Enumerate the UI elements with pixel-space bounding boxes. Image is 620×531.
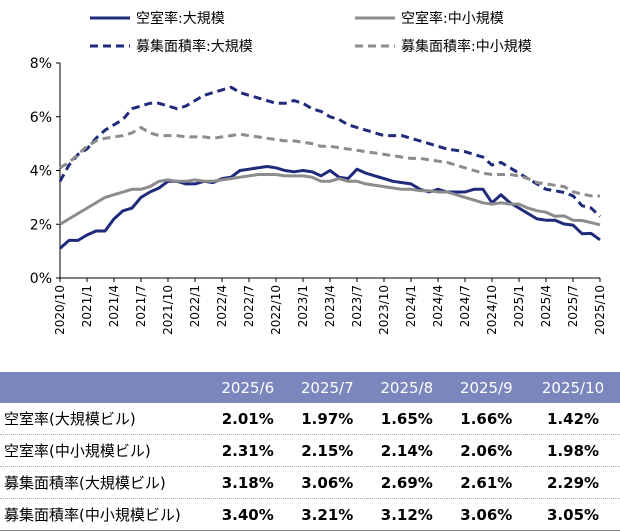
table-cell: 3.40%	[208, 498, 288, 531]
y-tick-label: 0%	[30, 271, 52, 287]
table-row: 空室率(大規模ビル) 2.01% 1.97% 1.65% 1.66% 1.42%	[0, 403, 620, 435]
x-tick-label: 2023/7	[350, 285, 364, 327]
x-tick-label: 2025/10	[593, 285, 607, 335]
x-tick-label: 2021/10	[161, 285, 175, 335]
table-cell: 3.05%	[526, 498, 620, 531]
x-tick-label: 2021/1	[80, 285, 94, 327]
chart-series	[58, 85, 602, 250]
legend-label: 空室率:中小規模	[401, 10, 504, 27]
legend-label: 募集面積率:中小規模	[401, 38, 532, 55]
x-tick-label: 2025/4	[539, 285, 553, 327]
table-header-month: 2025/8	[367, 372, 447, 403]
table-header-month: 2025/10	[526, 372, 620, 403]
row-label: 空室率(大規模ビル)	[0, 403, 208, 435]
x-tick-label: 2023/1	[296, 285, 310, 327]
table-cell: 2.69%	[367, 466, 447, 499]
x-tick-label: 2022/1	[188, 285, 202, 327]
x-tick-label: 2023/10	[377, 285, 391, 335]
table-cell: 1.65%	[367, 403, 447, 435]
table-cell: 3.06%	[446, 498, 527, 531]
row-label: 募集面積率(中小規模ビル)	[0, 498, 208, 531]
y-tick-label: 8%	[30, 56, 52, 72]
table-header-row: 2025/6 2025/7 2025/8 2025/9 2025/10	[0, 372, 620, 403]
series-line	[59, 165, 601, 250]
series-line	[58, 85, 602, 218]
table-cell: 2.61%	[446, 466, 527, 499]
x-tick-label: 2024/1	[404, 285, 418, 327]
series-line	[59, 173, 601, 227]
x-tick-label: 2022/4	[215, 285, 229, 327]
table-cell: 2.14%	[367, 434, 447, 467]
table-cell: 3.06%	[287, 466, 368, 499]
x-tick-label: 2024/7	[458, 285, 472, 327]
y-tick-label: 2%	[30, 217, 52, 233]
table-cell: 3.21%	[287, 498, 368, 531]
x-tick-label: 2023/4	[323, 285, 337, 327]
table-cell: 2.15%	[287, 434, 368, 467]
table-cell: 2.06%	[446, 434, 527, 467]
x-tick-label: 2020/10	[53, 285, 67, 335]
table-cell: 3.12%	[367, 498, 447, 531]
table-cell: 2.29%	[526, 466, 620, 499]
legend-label: 空室率:大規模	[136, 10, 225, 27]
table-row: 空室率(中小規模ビル) 2.31% 2.15% 2.14% 2.06% 1.98…	[0, 434, 620, 467]
y-tick-label: 4%	[30, 164, 52, 180]
row-label: 募集面積率(大規模ビル)	[0, 466, 208, 499]
x-tick-label: 2021/7	[134, 285, 148, 327]
table-cell: 1.98%	[526, 434, 620, 467]
table-cell: 1.42%	[526, 403, 620, 435]
table-cell: 2.01%	[208, 403, 288, 435]
legend-label: 募集面積率:大規模	[136, 38, 253, 55]
table-cell: 1.66%	[446, 403, 527, 435]
x-tick-label: 2025/7	[566, 285, 580, 327]
table-cell: 1.97%	[287, 403, 368, 435]
x-tick-label: 2024/10	[485, 285, 499, 335]
table-header-month: 2025/9	[446, 372, 527, 403]
table-header-month: 2025/7	[287, 372, 368, 403]
table-header-month: 2025/6	[208, 372, 288, 403]
recent-values-table: 2025/6 2025/7 2025/8 2025/9 2025/10 空室率(…	[0, 372, 620, 531]
table-cell: 3.18%	[208, 466, 288, 499]
row-label: 空室率(中小規模ビル)	[0, 434, 208, 467]
table-row: 募集面積率(大規模ビル) 3.18% 3.06% 2.69% 2.61% 2.2…	[0, 466, 620, 499]
series-line	[59, 126, 601, 198]
x-tick-label: 2022/7	[242, 285, 256, 327]
x-tick-label: 2025/1	[512, 285, 526, 327]
y-tick-label: 6%	[30, 110, 52, 126]
x-tick-label: 2024/4	[431, 285, 445, 327]
x-tick-label: 2022/10	[269, 285, 283, 335]
x-tick-label: 2021/4	[107, 285, 121, 327]
table-cell: 2.31%	[208, 434, 288, 467]
chart-axes: 0% 2% 4% 6% 8% 2020/10 2021/1 2021/4 2021/7 2021/…	[30, 56, 607, 335]
table-row: 募集面積率(中小規模ビル) 3.40% 3.21% 3.12% 3.06% 3.…	[0, 498, 620, 531]
table-header-blank	[0, 372, 208, 403]
